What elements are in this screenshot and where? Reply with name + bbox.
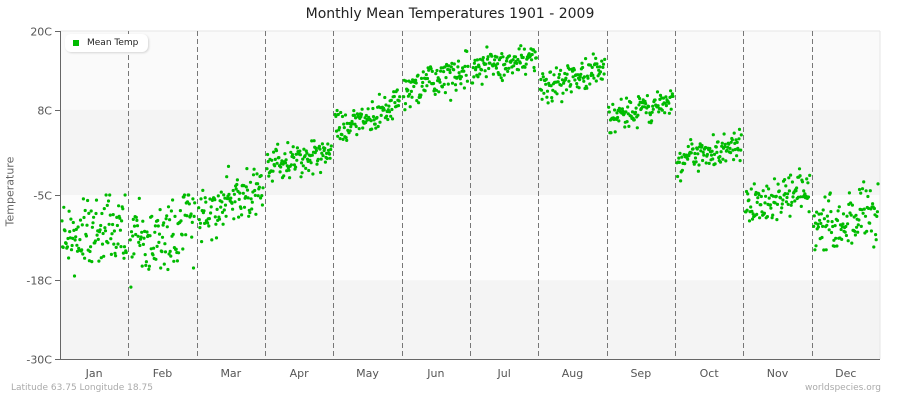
x-tick-label: Oct: [700, 367, 720, 380]
x-tick-label: Aug: [562, 367, 583, 380]
legend-label: Mean Temp: [87, 38, 139, 48]
x-tick-label: Jun: [426, 367, 444, 380]
y-tick-label: 8C: [37, 105, 52, 118]
x-tick-label: Dec: [835, 367, 856, 380]
x-tick-label: Feb: [153, 367, 172, 380]
data-points: [60, 44, 880, 289]
x-tick-label: Nov: [767, 367, 789, 380]
x-tick-label: Sep: [630, 367, 651, 380]
x-tick-label: Mar: [220, 367, 241, 380]
x-tick-label: May: [356, 367, 379, 380]
y-tick-label: -30C: [26, 354, 52, 367]
y-tick-label: -5C: [33, 190, 52, 203]
x-tick-label: Jan: [85, 367, 103, 380]
x-tick-label: Jul: [497, 367, 511, 380]
legend-swatch-icon: [73, 40, 79, 46]
y-tick-label: 20C: [30, 26, 52, 39]
chart-title: Monthly Mean Temperatures 1901 - 2009: [305, 6, 595, 22]
legend[interactable]: Mean Temp: [65, 34, 149, 52]
x-tick-label: Apr: [290, 367, 310, 380]
location-caption: Latitude 63.75 Longitude 18.75: [11, 383, 153, 393]
source-credit: worldspecies.org: [804, 383, 881, 393]
y-tick-label: -18C: [26, 275, 52, 288]
